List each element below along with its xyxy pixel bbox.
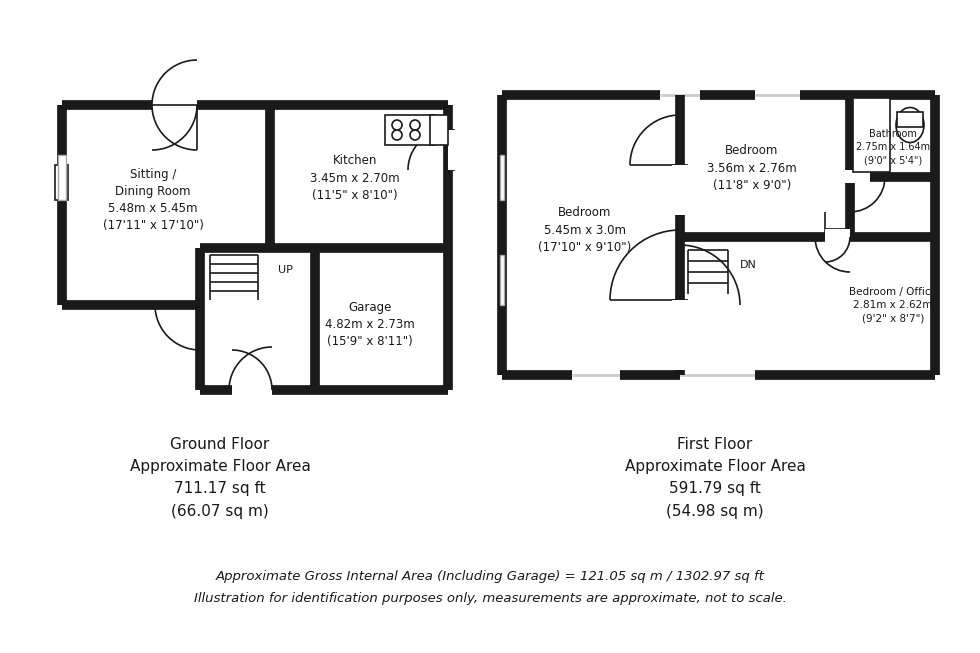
Text: Garage
4.82m x 2.73m
(15'9" x 8'11"): Garage 4.82m x 2.73m (15'9" x 8'11") [325, 302, 415, 349]
Bar [500, 255, 504, 305]
Text: First Floor
Approximate Floor Area
591.79 sq ft
(54.98 sq m): First Floor Approximate Floor Area 591.7… [624, 437, 806, 518]
Text: Bedroom / Office
2.81m x 2.62m
(9'2" x 8'7"): Bedroom / Office 2.81m x 2.62m (9'2" x 8… [849, 287, 937, 323]
Circle shape [410, 120, 420, 130]
Text: Illustration for identification purposes only, measurements are approximate, not: Illustration for identification purposes… [194, 592, 786, 605]
Bar [55, 165, 68, 200]
Text: Ground Floor
Approximate Floor Area
711.17 sq ft
(66.07 sq m): Ground Floor Approximate Floor Area 711.… [129, 437, 311, 518]
Bar [672, 165, 688, 215]
Bar [825, 229, 850, 245]
Circle shape [410, 130, 420, 140]
Bar [853, 98, 890, 172]
Bar [672, 300, 688, 370]
Bar [385, 115, 435, 145]
Text: DN: DN [740, 260, 757, 270]
Bar [448, 130, 462, 170]
Bar [430, 115, 448, 145]
Text: UP: UP [277, 265, 292, 275]
Circle shape [392, 120, 402, 130]
Text: Kitchen
3.45m x 2.70m
(11'5" x 8'10"): Kitchen 3.45m x 2.70m (11'5" x 8'10") [311, 155, 400, 202]
Bar [500, 155, 504, 200]
Bar [58, 155, 66, 200]
Text: Bedroom
3.56m x 2.76m
(11'8" x 9'0"): Bedroom 3.56m x 2.76m (11'8" x 9'0") [708, 144, 797, 191]
Bar [830, 170, 870, 183]
Text: Bedroom
5.45m x 3.0m
(17'10" x 9'10"): Bedroom 5.45m x 3.0m (17'10" x 9'10") [538, 206, 632, 253]
Text: Bathroom
2.75m x 1.64m
(9'0" x 5'4"): Bathroom 2.75m x 1.64m (9'0" x 5'4") [856, 129, 930, 165]
Text: Approximate Gross Internal Area (Including Garage) = 121.05 sq m / 1302.97 sq ft: Approximate Gross Internal Area (Includi… [216, 570, 764, 583]
Text: Sitting /
Dining Room
5.48m x 5.45m
(17'11" x 17'10"): Sitting / Dining Room 5.48m x 5.45m (17'… [103, 168, 204, 232]
Bar [897, 112, 923, 127]
Circle shape [392, 130, 402, 140]
Ellipse shape [896, 108, 924, 142]
